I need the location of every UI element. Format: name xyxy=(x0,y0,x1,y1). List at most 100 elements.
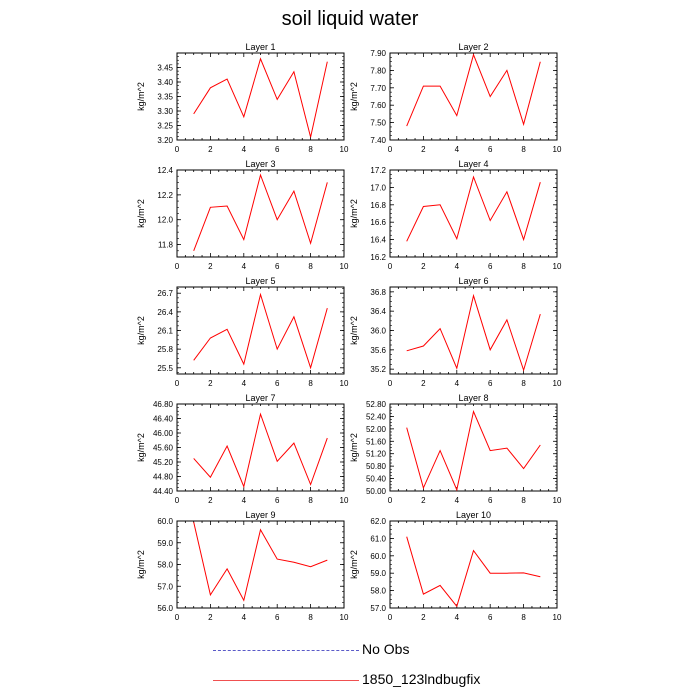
x-tick-label: 8 xyxy=(521,496,526,505)
panel-title: Layer 10 xyxy=(456,510,491,520)
panel-layer-5: Layer 5 kg/m^2 0 2 4 6 8 10 25.5 25.8 26.1 26.4 26.7 xyxy=(136,276,349,388)
x-tick-label: 2 xyxy=(421,613,426,622)
y-tick-label: 25.8 xyxy=(157,345,173,354)
x-tick-label: 10 xyxy=(340,262,349,271)
x-tick-label: 10 xyxy=(340,145,349,154)
panel-layer-2: Layer 2 kg/m^2 0 2 4 6 8 10 7.40 7.50 7.60 7.70 7.80… xyxy=(349,42,562,154)
x-tick-label: 6 xyxy=(488,262,493,271)
x-tick-label: 8 xyxy=(521,379,526,388)
y-tick-label: 50.00 xyxy=(366,487,387,496)
y-tick-label: 16.8 xyxy=(370,201,386,210)
panel-layer-8: Layer 8 kg/m^2 0 2 4 6 8 10 50.00 50.40 50.80 51.20… xyxy=(349,393,562,505)
series-line xyxy=(406,293,541,372)
y-tick-label: 3.20 xyxy=(157,136,173,145)
y-tick-label: 52.80 xyxy=(366,400,387,409)
x-tick-label: 0 xyxy=(175,145,180,154)
x-tick-label: 4 xyxy=(242,262,247,271)
x-tick-label: 4 xyxy=(455,496,460,505)
x-tick-label: 8 xyxy=(521,613,526,622)
y-tick-label: 3.30 xyxy=(157,107,173,116)
legend-label-no-obs: No Obs xyxy=(362,641,410,657)
legend-swatch-run xyxy=(213,680,359,681)
y-tick-label: 59.0 xyxy=(157,539,173,548)
y-axis-label: kg/m^2 xyxy=(349,550,359,579)
x-tick-label: 6 xyxy=(488,379,493,388)
x-tick-label: 0 xyxy=(388,613,393,622)
plot-frame xyxy=(389,52,558,141)
y-tick-label: 46.00 xyxy=(153,429,174,438)
panel-title: Layer 4 xyxy=(458,159,488,169)
x-tick-label: 4 xyxy=(242,613,247,622)
x-tick-label: 0 xyxy=(388,145,393,154)
series-line xyxy=(193,292,328,370)
panel-title: Layer 9 xyxy=(245,510,275,520)
y-tick-label: 17.0 xyxy=(370,183,386,192)
y-tick-label: 44.40 xyxy=(153,487,174,496)
x-tick-label: 4 xyxy=(242,379,247,388)
y-tick-label: 52.00 xyxy=(366,425,387,434)
x-tick-label: 2 xyxy=(208,379,213,388)
y-tick-label: 12.0 xyxy=(157,216,173,225)
x-tick-label: 6 xyxy=(488,496,493,505)
panel-title: Layer 2 xyxy=(458,42,488,52)
x-tick-label: 8 xyxy=(308,613,313,622)
y-tick-label: 3.40 xyxy=(157,78,173,87)
x-tick-label: 4 xyxy=(242,496,247,505)
plot-frame xyxy=(389,286,558,375)
y-tick-label: 44.80 xyxy=(153,473,174,482)
x-tick-label: 2 xyxy=(208,613,213,622)
y-tick-label: 26.4 xyxy=(157,308,173,317)
y-tick-label: 3.25 xyxy=(157,122,173,131)
y-tick-label: 16.4 xyxy=(370,236,386,245)
x-tick-label: 10 xyxy=(340,496,349,505)
x-tick-label: 0 xyxy=(175,613,180,622)
y-tick-label: 3.35 xyxy=(157,93,173,102)
x-tick-label: 2 xyxy=(208,496,213,505)
y-tick-label: 7.40 xyxy=(370,136,386,145)
y-tick-label: 12.4 xyxy=(157,166,173,175)
x-tick-label: 0 xyxy=(388,379,393,388)
x-tick-label: 2 xyxy=(421,379,426,388)
panel-title: Layer 1 xyxy=(245,42,275,52)
y-tick-label: 7.60 xyxy=(370,101,386,110)
x-tick-label: 8 xyxy=(308,262,313,271)
x-tick-label: 0 xyxy=(175,379,180,388)
series-line xyxy=(193,173,328,251)
y-tick-label: 59.0 xyxy=(370,569,386,578)
x-tick-label: 0 xyxy=(175,496,180,505)
series-line xyxy=(193,521,328,602)
plot-frame xyxy=(176,52,345,141)
y-tick-label: 7.90 xyxy=(370,49,386,58)
y-tick-label: 12.2 xyxy=(157,191,173,200)
y-tick-label: 60.0 xyxy=(370,552,386,561)
y-tick-label: 17.2 xyxy=(370,166,386,175)
legend-label-run: 1850_123lndbugfix xyxy=(362,671,481,687)
y-axis-label: kg/m^2 xyxy=(136,316,146,345)
y-tick-label: 36.0 xyxy=(370,327,386,336)
x-tick-label: 10 xyxy=(340,613,349,622)
x-tick-label: 2 xyxy=(421,145,426,154)
x-tick-label: 4 xyxy=(455,145,460,154)
y-axis-label: kg/m^2 xyxy=(136,433,146,462)
chart-title: soil liquid water xyxy=(281,8,419,30)
x-tick-label: 8 xyxy=(521,145,526,154)
y-tick-label: 3.45 xyxy=(157,64,173,73)
y-tick-label: 36.8 xyxy=(370,288,386,297)
y-tick-label: 56.0 xyxy=(157,604,173,613)
y-axis-label: kg/m^2 xyxy=(349,199,359,228)
y-tick-label: 52.40 xyxy=(366,412,387,421)
y-tick-label: 51.20 xyxy=(366,450,387,459)
y-axis-label: kg/m^2 xyxy=(136,550,146,579)
x-tick-label: 4 xyxy=(455,613,460,622)
panel-layer-10: Layer 10 kg/m^2 0 2 4 6 8 10 57.0 58.0 59.0 60.0 61.… xyxy=(349,510,562,622)
y-tick-label: 45.20 xyxy=(153,458,174,467)
panel-layer-4: Layer 4 kg/m^2 0 2 4 6 8 10 16.2 16.4 16.6 16.8 17.0… xyxy=(349,159,562,271)
x-tick-label: 10 xyxy=(340,379,349,388)
y-tick-label: 62.0 xyxy=(370,517,386,526)
plot-frame xyxy=(389,403,558,492)
series-line xyxy=(406,409,541,492)
panel-title: Layer 8 xyxy=(458,393,488,403)
plot-frame xyxy=(389,169,558,258)
x-tick-label: 8 xyxy=(308,379,313,388)
